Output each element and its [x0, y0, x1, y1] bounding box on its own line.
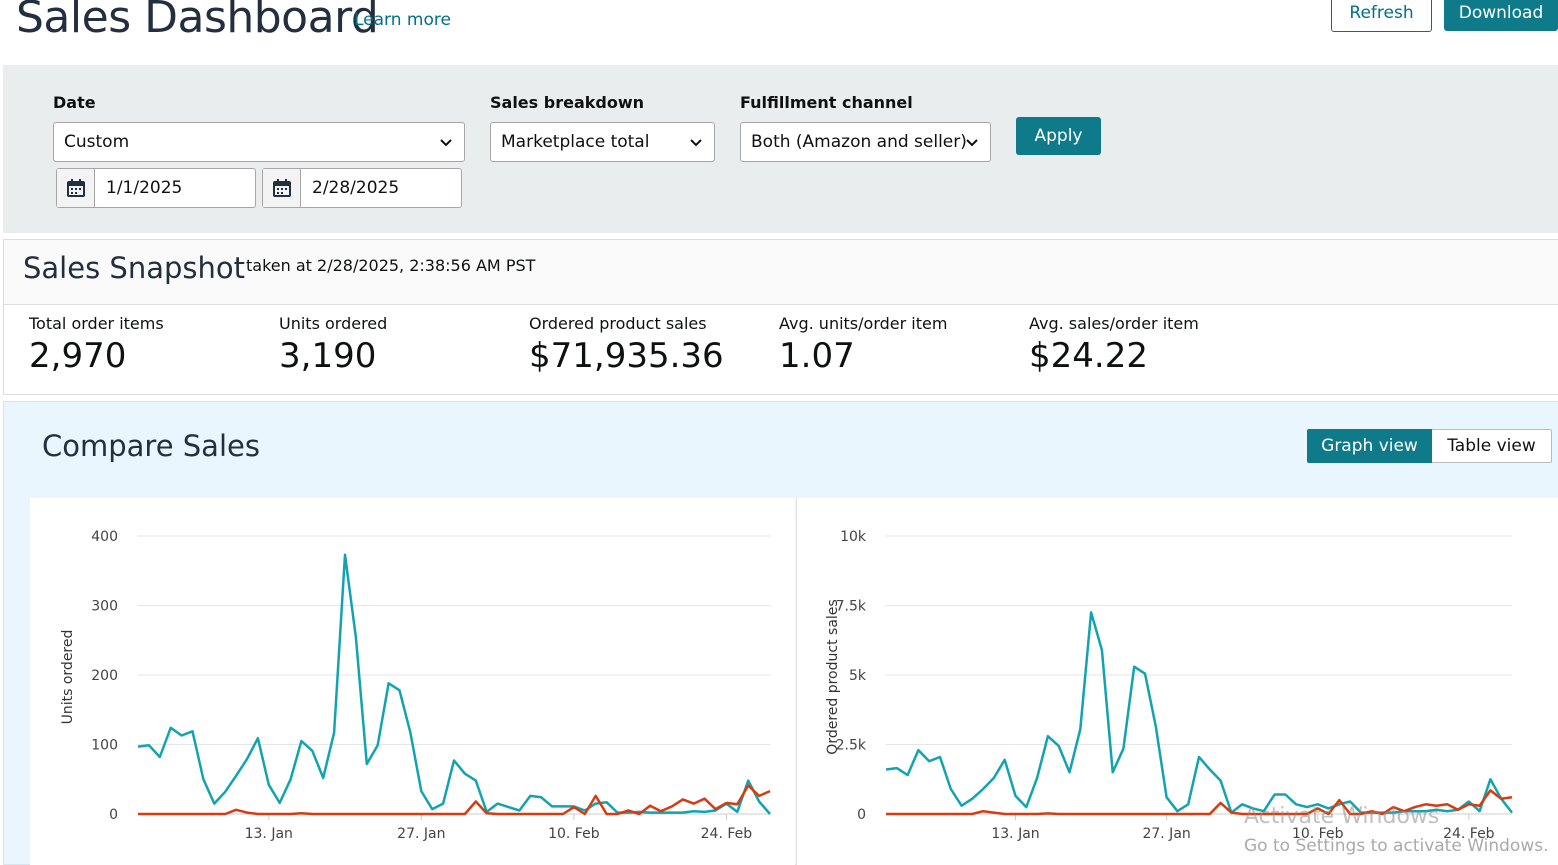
- series-line-red: [886, 789, 1513, 816]
- metric-total-order-items: Total order items 2,970: [29, 314, 164, 376]
- units-ordered-chart-svg: 0 100 200 300 400 13. Jan 27. Jan 10. Feb 24. Fe…: [60, 529, 771, 842]
- y-tick-label: 0: [857, 807, 866, 823]
- date-label: Date: [53, 93, 96, 112]
- metric-value: $71,935.36: [529, 336, 724, 376]
- fulfillment-channel-select[interactable]: Both (Amazon and seller): [740, 122, 991, 162]
- x-tick-label: 13. Jan: [245, 826, 293, 842]
- snapshot-timestamp: taken at 2/28/2025, 2:38:56 AM PST: [246, 256, 536, 275]
- y-tick-label: 200: [91, 668, 118, 684]
- metric-value: 2,970: [29, 336, 127, 376]
- sales-snapshot-metrics: Total order items 2,970 Units ordered 3,…: [3, 305, 1558, 395]
- graph-view-button[interactable]: Graph view: [1307, 429, 1432, 463]
- chevron-down-icon: [690, 139, 702, 147]
- sales-breakdown-value: Marketplace total: [501, 132, 650, 152]
- x-tick-label: 27. Jan: [397, 826, 445, 842]
- y-tick-label: 7.5k: [836, 599, 867, 615]
- apply-button[interactable]: Apply: [1016, 117, 1101, 155]
- series-line-teal: [137, 553, 771, 815]
- metric-label: Units ordered: [279, 314, 388, 333]
- metric-value: $24.22: [1029, 336, 1148, 376]
- compare-sales-title: Compare Sales: [42, 429, 260, 463]
- x-tick-label: 13. Jan: [991, 826, 1039, 842]
- metric-label: Avg. sales/order item: [1029, 314, 1199, 333]
- table-view-button[interactable]: Table view: [1432, 429, 1552, 463]
- y-tick-label: 0: [109, 807, 118, 823]
- page-title: Sales Dashboard: [16, 0, 379, 43]
- chevron-down-icon: [966, 139, 978, 147]
- fulfillment-channel-label: Fulfillment channel: [740, 93, 913, 112]
- y-tick-label: 10k: [840, 529, 867, 545]
- metric-label: Total order items: [29, 314, 164, 333]
- metric-label: Ordered product sales: [529, 314, 707, 333]
- metric-units-ordered: Units ordered 3,190: [279, 314, 387, 376]
- metric-avg-units-per-order-item: Avg. units/order item 1.07: [779, 314, 947, 376]
- sales-breakdown-select[interactable]: Marketplace total: [490, 122, 715, 162]
- activate-windows-hint: Go to Settings to activate Windows.: [1244, 836, 1549, 856]
- x-tick-label: 10. Feb: [1292, 826, 1344, 842]
- x-tick-label: 27. Jan: [1142, 826, 1190, 842]
- learn-more-link[interactable]: Learn more: [354, 10, 451, 30]
- y-axis-title: Units ordered: [60, 630, 76, 725]
- ordered-product-sales-chart: 0 2.5k 5k 7.5k 10k 13. Jan 27. Jan 10. Feb 24. F…: [796, 498, 1558, 865]
- sales-snapshot-header: Sales Snapshot taken at 2/28/2025, 2:38:…: [3, 239, 1558, 305]
- metric-value: 3,190: [279, 336, 377, 376]
- sales-breakdown-label: Sales breakdown: [490, 93, 644, 112]
- y-axis-title: Ordered product sales: [825, 599, 841, 754]
- y-tick-label: 100: [91, 738, 118, 754]
- start-date-field[interactable]: 1/1/2025: [56, 168, 256, 208]
- view-toggle: Graph view Table view: [1307, 429, 1552, 463]
- units-ordered-chart: 0 100 200 300 400 13. Jan 27. Jan 10. Feb 24. Fe…: [30, 498, 795, 865]
- metric-ordered-product-sales: Ordered product sales $71,935.36: [529, 314, 724, 376]
- end-date-field[interactable]: 2/28/2025: [262, 168, 462, 208]
- activate-windows-watermark: Activate Windows: [1244, 804, 1440, 829]
- metric-avg-sales-per-order-item: Avg. sales/order item $24.22: [1029, 314, 1199, 376]
- series-line-red: [138, 784, 771, 816]
- download-button[interactable]: Download: [1444, 0, 1558, 31]
- metric-label: Avg. units/order item: [779, 314, 948, 333]
- end-date-value: 2/28/2025: [312, 178, 400, 198]
- y-tick-label: 5k: [849, 668, 867, 684]
- x-tick-label: 24. Feb: [701, 826, 753, 842]
- fulfillment-channel-value: Both (Amazon and seller): [751, 132, 967, 152]
- date-range-select[interactable]: Custom: [53, 122, 465, 162]
- sales-snapshot-title: Sales Snapshot: [23, 251, 245, 285]
- y-tick-label: 300: [91, 599, 118, 615]
- date-range-value: Custom: [64, 132, 130, 152]
- ordered-product-sales-chart-svg: 0 2.5k 5k 7.5k 10k 13. Jan 27. Jan 10. Feb 24. F…: [825, 529, 1513, 842]
- x-tick-label: 10. Feb: [548, 826, 600, 842]
- compare-sales-panel: Compare Sales Graph view Table view 0 100…: [3, 401, 1558, 865]
- start-date-value: 1/1/2025: [106, 178, 183, 198]
- y-tick-label: 400: [91, 529, 118, 545]
- series-line-teal: [885, 611, 1513, 814]
- y-tick-label: 2.5k: [836, 738, 867, 754]
- refresh-button[interactable]: Refresh: [1331, 0, 1432, 32]
- metric-value: 1.07: [779, 336, 855, 376]
- x-tick-label: 24. Feb: [1443, 826, 1495, 842]
- calendar-icon[interactable]: [263, 169, 301, 207]
- chevron-down-icon: [440, 139, 452, 147]
- calendar-icon[interactable]: [57, 169, 95, 207]
- filter-panel: Date Custom 1/1/2025 2/28/2025 Sales bre…: [3, 65, 1558, 233]
